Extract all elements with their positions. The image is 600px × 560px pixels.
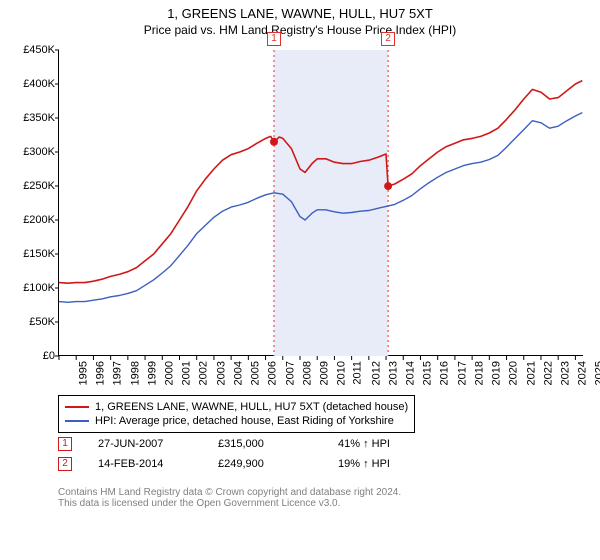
transaction-marker: 2 [58,457,72,471]
y-axis-tick-label: £100K [23,282,55,294]
x-axis-tick-label: 2008 [301,361,313,385]
transaction-diff: 19% ↑ HPI [338,458,458,470]
chart-title: 1, GREENS LANE, WAWNE, HULL, HU7 5XT [0,6,600,21]
x-axis-tick-label: 2016 [439,361,451,385]
x-axis-tick-label: 2024 [577,361,589,385]
x-axis-tick-label: 1996 [95,361,107,385]
transaction-price: £315,000 [218,438,338,450]
x-axis-tick-label: 2014 [405,361,417,385]
transaction-diff: 41% ↑ HPI [338,438,458,450]
x-axis-tick-label: 2005 [250,361,262,385]
x-axis-tick-label: 1997 [112,361,124,385]
transaction-row: 2 14-FEB-2014£249,90019% ↑ HPI [58,454,458,474]
x-axis-tick-label: 2004 [232,361,244,385]
x-axis-tick-label: 2025 [594,361,600,385]
x-axis-tick-label: 2000 [164,361,176,385]
chart-plot-area: £0£50K£100K£150K£200K£250K£300K£350K£400… [58,50,583,356]
transaction-marker: 1 [58,437,72,451]
x-axis-tick-label: 2001 [181,361,193,385]
y-axis-tick-label: £450K [23,44,55,56]
transaction-price: £249,900 [218,458,338,470]
legend-entry: HPI: Average price, detached house, East… [65,414,408,428]
x-axis-tick-label: 2019 [491,361,503,385]
transaction-point [384,182,392,190]
x-axis-tick-label: 1999 [146,361,158,385]
transaction-row: 1 27-JUN-2007£315,00041% ↑ HPI [58,434,458,454]
x-axis-tick-label: 2023 [559,361,571,385]
y-axis-tick-label: £400K [23,78,55,90]
y-axis-tick-label: £350K [23,112,55,124]
legend-label: 1, GREENS LANE, WAWNE, HULL, HU7 5XT (de… [95,401,408,413]
x-axis-tick-label: 2013 [387,361,399,385]
transactions-table: 1 27-JUN-2007£315,00041% ↑ HPI 2 14-FEB-201… [58,434,458,474]
y-axis-tick-label: £300K [23,146,55,158]
x-axis-tick-label: 1998 [129,361,141,385]
x-axis-tick-label: 2018 [473,361,485,385]
y-axis-tick-label: £0 [43,350,55,362]
footer-line-1: Contains HM Land Registry data © Crown c… [58,487,401,498]
x-axis-tick-label: 2011 [352,361,364,385]
x-axis-tick-label: 2009 [318,361,330,385]
x-axis-tick-label: 1995 [77,361,89,385]
y-axis-tick-label: £200K [23,214,55,226]
legend-entry: 1, GREENS LANE, WAWNE, HULL, HU7 5XT (de… [65,400,408,414]
transaction-point [270,138,278,146]
x-axis-tick-label: 2012 [370,361,382,385]
chart-marker-1: 1 [267,32,281,46]
x-axis-tick-label: 2022 [542,361,554,385]
y-axis-tick-label: £250K [23,180,55,192]
legend-swatch [65,420,89,422]
legend-label: HPI: Average price, detached house, East… [95,415,394,427]
y-axis-tick-label: £50K [29,316,55,328]
chart-legend: 1, GREENS LANE, WAWNE, HULL, HU7 5XT (de… [58,395,415,433]
y-axis-tick-label: £150K [23,248,55,260]
footer-line-2: This data is licensed under the Open Gov… [58,498,401,509]
x-axis-tick-label: 2020 [508,361,520,385]
transaction-date: 14-FEB-2014 [98,458,218,470]
x-axis-tick-label: 2017 [456,361,468,385]
chart-footer: Contains HM Land Registry data © Crown c… [58,487,401,509]
chart-subtitle: Price paid vs. HM Land Registry's House … [0,23,600,37]
chart-marker-2: 2 [381,32,395,46]
x-axis-tick-label: 2003 [215,361,227,385]
x-axis-tick-label: 2010 [336,361,348,385]
x-axis-tick-label: 2006 [267,361,279,385]
x-axis-tick-label: 2021 [525,361,537,385]
x-axis-tick-label: 2007 [284,361,296,385]
legend-swatch [65,406,89,408]
transaction-date: 27-JUN-2007 [98,438,218,450]
x-axis-tick-label: 2015 [422,361,434,385]
x-axis-tick-label: 2002 [198,361,210,385]
